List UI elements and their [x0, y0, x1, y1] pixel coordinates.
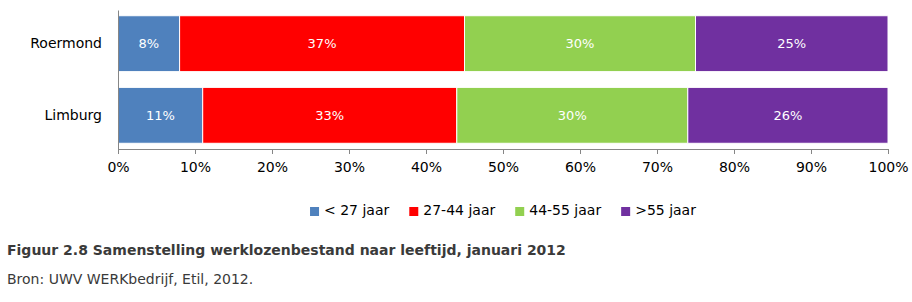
y-tick: Roermond [30, 35, 118, 51]
legend-item: >55 jaar [621, 202, 696, 218]
x-tick-mark [272, 149, 273, 154]
x-tick-mark [657, 149, 658, 154]
bar-segment [118, 87, 203, 143]
x-tick-label: 100% [868, 159, 908, 175]
bar-segment [465, 16, 696, 72]
data-label: 11% [146, 108, 175, 123]
bar-segment [688, 87, 888, 143]
x-tick: 40% [411, 149, 442, 175]
data-labels: 8% 37% 30% 25% 11% 33% 30% 26% [138, 36, 806, 123]
x-tick-mark [734, 149, 735, 154]
y-tick: Limburg [45, 107, 118, 123]
y-axis: Roermond Limburg [30, 11, 118, 150]
legend-swatch [621, 207, 630, 216]
bar-segment [180, 16, 465, 72]
x-tick-mark [118, 149, 119, 154]
x-tick-mark [888, 149, 889, 154]
legend-label: < 27 jaar [324, 202, 389, 218]
legend-swatch [409, 207, 418, 216]
x-tick-mark [349, 149, 350, 154]
x-tick-label: 40% [411, 159, 442, 175]
legend-label: >55 jaar [635, 202, 696, 218]
data-label: 30% [558, 108, 587, 123]
data-label: 37% [308, 36, 337, 51]
data-label: 8% [138, 36, 159, 51]
data-label: 26% [773, 108, 802, 123]
legend-item: 44-55 jaar [515, 202, 601, 218]
x-tick-label: 90% [796, 159, 827, 175]
x-tick-mark [503, 149, 504, 154]
x-tick-label: 30% [334, 159, 365, 175]
legend: < 27 jaar 27-44 jaar 44-55 jaar >55 jaar [310, 202, 696, 218]
bar-segment [696, 16, 889, 72]
bars [118, 16, 888, 144]
bar-segment [118, 16, 180, 72]
x-tick-label: 20% [257, 159, 288, 175]
x-tick-label: 10% [180, 159, 211, 175]
x-tick: 50% [488, 149, 519, 175]
x-tick-mark [811, 149, 812, 154]
x-tick: 90% [796, 149, 827, 175]
bar-segment [457, 87, 688, 143]
x-tick-mark [580, 149, 581, 154]
x-tick: 20% [257, 149, 288, 175]
y-tick-label: Limburg [45, 107, 102, 123]
source: Bron: UWV WERKbedrijf, Etil, 2012. [7, 271, 253, 287]
x-tick-label: 80% [719, 159, 750, 175]
x-tick: 70% [642, 149, 673, 175]
x-tick: 100% [868, 149, 908, 175]
legend-item: 27-44 jaar [409, 202, 495, 218]
legend-swatch [515, 207, 524, 216]
data-label: 30% [566, 36, 595, 51]
x-tick: 30% [334, 149, 365, 175]
x-tick: 80% [719, 149, 750, 175]
x-tick-label: 0% [107, 159, 129, 175]
data-label: 25% [777, 36, 806, 51]
bar-segment [203, 87, 457, 143]
y-axis-line [118, 11, 119, 150]
x-tick: 0% [107, 149, 129, 175]
x-tick: 10% [180, 149, 211, 175]
legend-item: < 27 jaar [310, 202, 389, 218]
x-axis: 0% 10% 20% 30% 40% 50% 60% 70% 80% 90% 100% [107, 149, 908, 175]
legend-label: 27-44 jaar [423, 202, 495, 218]
x-tick-label: 70% [642, 159, 673, 175]
x-tick-label: 50% [488, 159, 519, 175]
data-label: 33% [315, 108, 344, 123]
x-tick-mark [426, 149, 427, 154]
x-tick-mark [195, 149, 196, 154]
y-tick-label: Roermond [30, 35, 102, 51]
x-tick-label: 60% [565, 159, 596, 175]
legend-label: 44-55 jaar [529, 202, 601, 218]
legend-swatch [310, 207, 319, 216]
x-tick: 60% [565, 149, 596, 175]
title: Figuur 2.8 Samenstelling werklozenbestan… [7, 242, 566, 258]
chart: 8% 37% 30% 25% 11% 33% 30% 26% 0% 10% 20% 30% 40% 50%… [0, 0, 912, 302]
